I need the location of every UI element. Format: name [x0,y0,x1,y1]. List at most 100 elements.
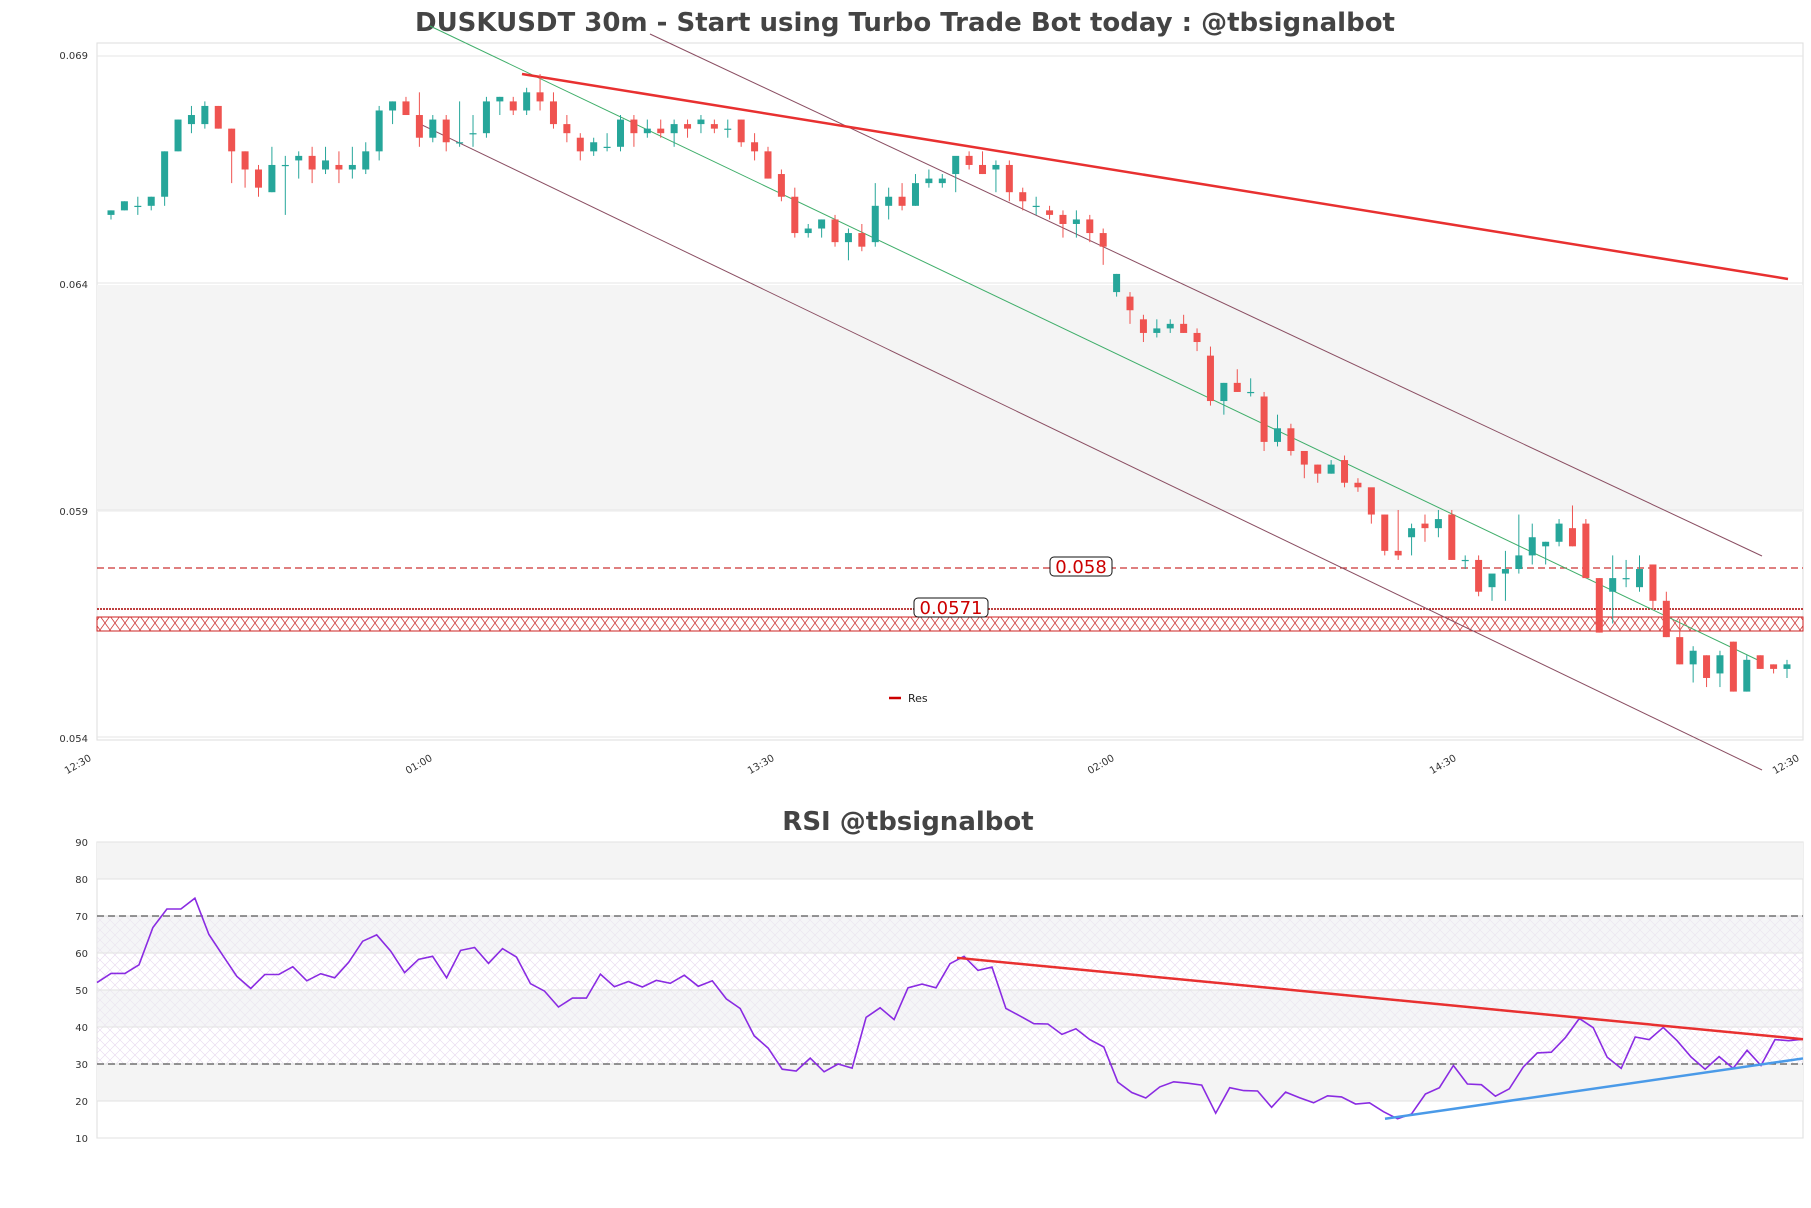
candle-body [1568,528,1576,547]
rsi-band [97,1064,1803,1101]
candle-body [563,124,571,134]
candle-body [965,155,973,165]
candle-body [1113,273,1121,293]
candle-body [415,115,423,138]
candle-body [1609,578,1617,592]
channel-mid-line [429,25,1763,663]
candle-body [1475,559,1483,592]
rsi-trend-line-blue [1384,1057,1804,1120]
candle-body [1086,219,1094,234]
price-zone-band [97,285,1803,512]
candle-body [308,155,316,170]
candle-body [576,137,584,152]
candle-body [1314,464,1322,474]
candle-body [496,96,504,102]
trend-line-red [521,72,1789,281]
rsi-line [96,896,1804,1120]
candle-body [523,92,531,111]
candle-body [1743,659,1751,692]
candle-body [1072,219,1080,224]
candle-body [469,133,477,135]
candle-body [335,164,343,170]
candle-body [201,105,209,125]
candle-body [1461,559,1469,562]
x-tick-label: 13:30 [746,753,776,777]
candle-body [214,105,222,129]
rsi-y-tick-labels: 90 80 70 60 50 40 30 20 10 [75,838,88,1145]
candle-body [911,183,919,206]
level-label-text: 0.058 [1055,557,1107,578]
candle-body [1488,573,1496,588]
candle-body [1649,564,1657,601]
candle-body [670,124,678,134]
candle-body [1515,555,1523,570]
rsi-band [97,842,1803,879]
candle-body [1676,637,1684,665]
legend-label: Res [908,692,928,705]
rsi-trend-line-red [956,956,1804,1041]
candle-body [1046,210,1054,215]
candle-body [161,151,169,197]
candle-body [1729,641,1737,692]
candle-body [1059,214,1067,224]
candle-body [992,164,1000,170]
candle-body [1166,323,1174,329]
level-label-box [913,597,989,618]
candle-body [375,110,383,152]
candle-body [1555,523,1563,542]
rsi-panel: 90 80 70 60 50 40 30 20 10 [75,838,1804,1145]
candle-body [844,233,852,243]
rsi-y-tick-label: 50 [75,986,88,997]
candle-body [187,115,195,125]
candle-body [509,101,517,111]
candle-body [1689,650,1697,665]
candle-body [1341,460,1349,483]
candle-body [429,119,437,138]
candle-body [120,201,128,211]
candle-body [777,174,785,197]
candle-body [643,128,651,134]
candle-body [1542,541,1550,547]
candle-body [603,146,611,148]
candle-body [697,119,705,125]
candle-body [456,142,464,144]
y-tick-label: 0.059 [59,507,88,518]
candles [107,74,1791,692]
x-tick-label: 12:30 [63,753,93,777]
y-tick-label: 0.064 [59,280,88,291]
candle-body [1180,323,1188,333]
candle-body [1662,600,1670,638]
candle-body [348,164,356,170]
candle-body [1273,428,1281,442]
candle-body [1153,328,1161,333]
candle-body [630,119,638,134]
candle-body [804,228,812,234]
candle-body [1716,655,1724,674]
candle-body [295,155,303,161]
rsi-y-tick-label: 60 [75,949,88,960]
candle-body [1501,569,1509,574]
candle-body [979,164,987,175]
price-chart-title: DUSKUSDT 30m - Start using Turbo Trade B… [415,8,1395,38]
candle-body [818,219,826,229]
candle-body [952,155,960,175]
candle-body [281,164,289,167]
candle-body [1434,519,1442,529]
candle-body [1367,487,1375,515]
candle-body [107,210,115,215]
price-x-tick-labels: 12:30 01:00 13:30 02:00 14:30 12:30 [63,753,1801,777]
x-tick-label: 14:30 [1428,753,1458,777]
candle-body [268,164,276,193]
rsi-y-tick-label: 10 [75,1134,88,1145]
level-label-box [1049,556,1113,577]
rsi-gridlines [97,841,1803,1139]
rsi-y-tick-label: 90 [75,838,88,849]
candle-body [617,119,625,147]
level-label-00571: 0.0571 [913,597,989,619]
candle-body [1783,664,1791,669]
candle-body [1528,537,1536,556]
candle-body [1247,391,1255,394]
candle-body [1220,382,1228,402]
price-gridlines [97,55,1803,738]
